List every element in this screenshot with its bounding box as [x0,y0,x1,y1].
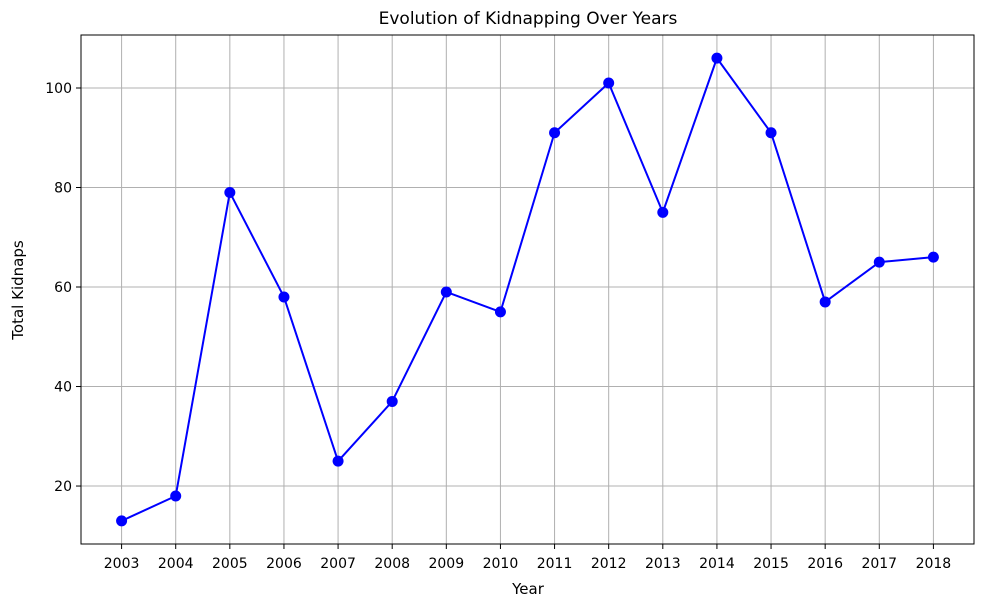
data-point [603,77,615,89]
data-point [657,206,669,218]
x-tick-label: 2005 [212,556,248,572]
y-tick-label: 80 [54,181,72,197]
chart-title: Evolution of Kidnapping Over Years [379,9,678,29]
x-axis-ticks: 2003 2004 2005 2006 2007 2008 2009 2010 2011 2012… [104,544,951,572]
x-tick-label: 2006 [266,556,302,572]
y-tick-label: 100 [45,81,72,97]
x-tick-label: 2008 [374,556,410,572]
x-tick-label: 2010 [483,556,519,572]
data-point [224,186,236,198]
x-tick-label: 2007 [320,556,356,572]
y-axis-label: Total Kidnaps [9,240,27,341]
data-point [170,490,182,502]
x-tick-label: 2003 [104,556,140,572]
data-point [278,291,290,303]
x-axis-label: Year [511,580,545,598]
y-tick-label: 60 [54,280,72,296]
data-point [873,256,885,268]
data-point [440,286,452,298]
data-point [494,306,506,318]
x-tick-label: 2018 [916,556,952,572]
data-point [711,52,723,64]
x-tick-label: 2017 [861,556,897,572]
data-point [386,395,398,407]
data-point [819,296,831,308]
x-tick-label: 2009 [428,556,464,572]
grid-lines [81,35,974,544]
x-tick-label: 2011 [537,556,573,572]
data-point [927,251,939,263]
data-point [549,127,561,139]
y-tick-label: 20 [54,479,72,495]
plot-area-frame [80,34,975,545]
x-tick-label: 2014 [699,556,735,572]
data-point [332,455,344,467]
series-line [121,57,934,522]
y-axis-ticks: 20 40 60 80 100 [45,81,81,495]
x-tick-label: 2012 [591,556,627,572]
data-series [116,52,939,527]
y-tick-label: 40 [54,380,72,396]
x-tick-label: 2004 [158,556,194,572]
x-tick-label: 2013 [645,556,681,572]
data-point [116,515,128,527]
data-point [765,127,777,139]
x-tick-label: 2015 [753,556,789,572]
x-tick-label: 2016 [807,556,843,572]
